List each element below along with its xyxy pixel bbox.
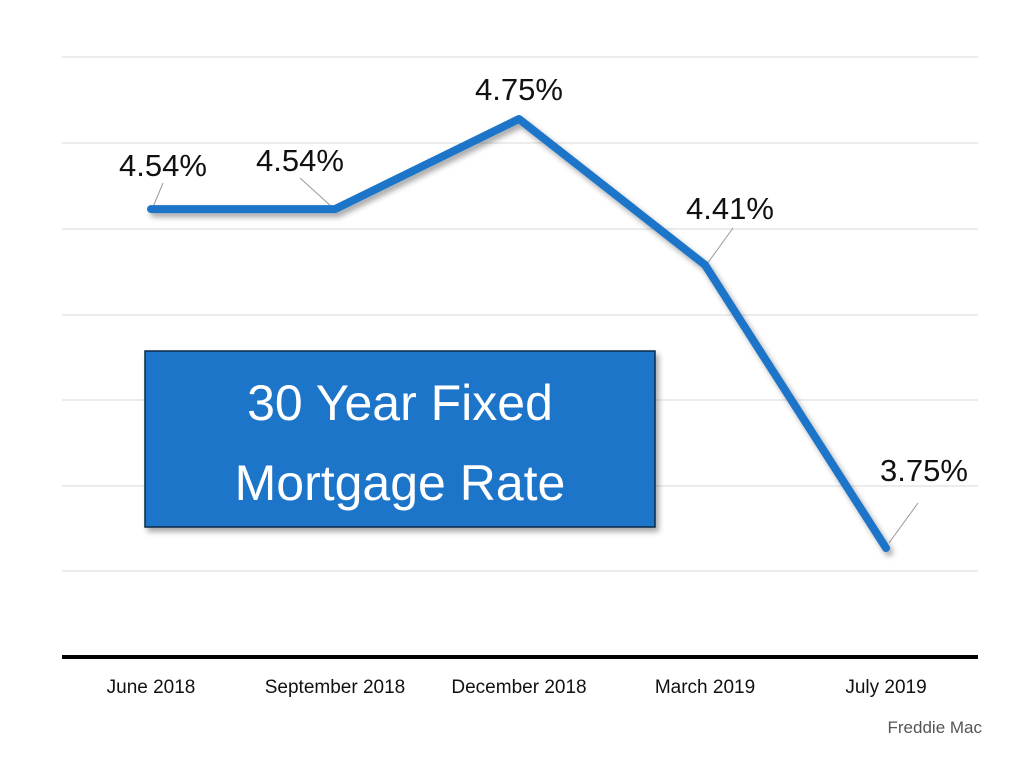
title-line-1: 30 Year Fixed (247, 375, 553, 431)
series-line-30yr-rate (147, 115, 890, 552)
title-box-background (144, 350, 656, 528)
x-tick-label: September 2018 (265, 677, 406, 698)
x-tick-labels: June 2018 September 2018 December 2018 Marc… (107, 677, 927, 698)
x-tick-label: July 2019 (845, 677, 926, 698)
x-tick-label: December 2018 (451, 677, 586, 698)
data-label: 3.75% (880, 453, 968, 488)
data-label: 4.75% (475, 72, 563, 107)
x-tick-label: March 2019 (655, 677, 755, 698)
data-label: 4.54% (119, 148, 207, 183)
title-box: 30 Year Fixed Mortgage Rate (144, 350, 656, 528)
label-leader-line (706, 227, 734, 265)
source-label: Freddie Mac (888, 718, 983, 737)
label-leader-line (152, 182, 164, 208)
title-line-2: Mortgage Rate (235, 455, 566, 511)
label-leader-lines (152, 177, 919, 544)
data-label: 4.54% (256, 143, 344, 178)
data-label: 4.41% (686, 191, 774, 226)
data-labels: 4.54% 4.54% 4.75% 4.41% 3.75% (119, 72, 968, 488)
x-tick-label: June 2018 (107, 677, 196, 698)
label-leader-line (299, 177, 333, 208)
label-leader-line (888, 502, 919, 544)
